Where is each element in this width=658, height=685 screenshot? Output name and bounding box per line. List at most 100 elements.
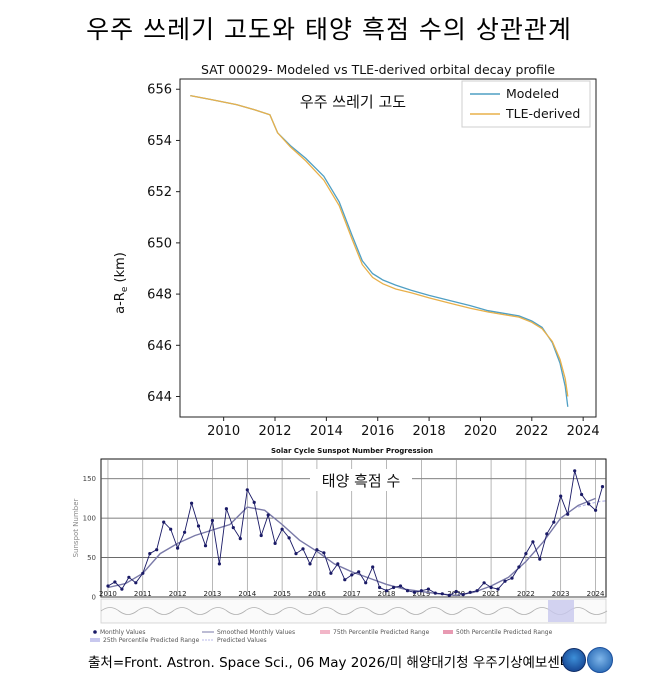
monthly-point xyxy=(496,587,500,591)
monthly-point xyxy=(210,518,214,523)
y-tick-label: 100 xyxy=(83,515,96,523)
monthly-point xyxy=(524,552,528,556)
monthly-point xyxy=(315,548,319,552)
x-tick-label: 2021 xyxy=(482,590,500,598)
monthly-point xyxy=(419,589,423,593)
monthly-point xyxy=(287,536,291,540)
monthly-point xyxy=(475,589,479,593)
monthly-point xyxy=(594,508,598,512)
cycle-strip-wave xyxy=(100,607,608,615)
monthly-point xyxy=(580,492,584,497)
monthly-point xyxy=(503,579,507,583)
monthly-point xyxy=(566,512,570,516)
monthly-point xyxy=(336,562,340,566)
monthly-point xyxy=(183,530,187,534)
x-tick-label: 2017 xyxy=(343,590,361,598)
monthly-point xyxy=(433,591,437,595)
monthly-point xyxy=(587,502,591,506)
x-tick-label: 2012 xyxy=(169,590,187,598)
y-tick-label: 652 xyxy=(147,185,172,200)
monthly-point xyxy=(301,547,305,551)
legend-label-tle: TLE-derived xyxy=(505,106,580,121)
y-tick-label: 0 xyxy=(92,594,96,602)
x-tick-label: 2023 xyxy=(552,590,570,598)
source-caption: 출처=Front. Astron. Space Sci., 06 May 202… xyxy=(88,655,573,671)
monthly-point xyxy=(545,532,549,536)
monthly-point xyxy=(162,520,166,524)
noaa-logo-icon xyxy=(562,648,586,672)
monthly-point xyxy=(155,548,159,552)
page-title: 우주 쓰레기 고도와 태양 흑점 수의 상관관계 xyxy=(86,15,572,44)
chart2-ylabel: Sunspot Number xyxy=(72,498,80,557)
monthly-point xyxy=(169,527,173,531)
chart-annotation: 우주 쓰레기 고도 xyxy=(300,93,406,111)
chart2-title: Solar Cycle Sunspot Number Progression xyxy=(271,447,433,455)
monthly-point xyxy=(426,587,430,591)
legend2-p25: 25th Percentile Predicted Range xyxy=(103,637,200,644)
chart2-annotation-bg xyxy=(310,469,412,491)
monthly-point xyxy=(231,526,235,530)
monthly-point xyxy=(273,541,277,545)
monthly-point xyxy=(343,578,347,582)
monthly-point xyxy=(308,562,312,566)
monthly-point xyxy=(190,501,194,505)
x-tick-label: 2018 xyxy=(378,590,396,598)
monthly-point xyxy=(392,585,396,590)
legend-label-modeled: Modeled xyxy=(506,86,559,101)
cycle-strip-highlight xyxy=(548,600,574,622)
monthly-point xyxy=(538,557,542,561)
monthly-point xyxy=(176,546,180,550)
monthly-point xyxy=(371,565,375,569)
monthly-point xyxy=(238,537,242,541)
monthly-point xyxy=(378,585,382,590)
monthly-point xyxy=(559,494,563,498)
monthly-point xyxy=(489,585,493,590)
x-tick-label: 2022 xyxy=(517,590,535,598)
y-tick-label: 50 xyxy=(87,554,96,562)
monthly-point xyxy=(573,469,577,473)
y-tick-label: 656 xyxy=(147,83,172,98)
monthly-point xyxy=(364,581,368,585)
monthly-point xyxy=(454,589,458,594)
chart-title: SAT 00029- Modeled vs TLE-derived orbita… xyxy=(201,62,555,77)
x-tick-label: 2014 xyxy=(238,590,256,598)
x-tick-label: 2010 xyxy=(99,590,117,598)
monthly-point xyxy=(468,590,472,594)
y-tick-label: 648 xyxy=(147,288,172,303)
monthly-point xyxy=(482,581,486,585)
monthly-point xyxy=(412,590,416,594)
y-tick-label: 150 xyxy=(83,475,96,483)
monthly-point xyxy=(552,520,556,524)
y-tick-label: 650 xyxy=(147,236,172,251)
x-tick-label: 2020 xyxy=(447,590,465,598)
series-predicted-line xyxy=(577,500,607,508)
monthly-point xyxy=(259,533,263,538)
legend2-smoothed: Smoothed Monthly Values xyxy=(217,629,295,636)
monthly-point xyxy=(461,593,465,597)
x-tick-label: 2020 xyxy=(464,424,497,439)
x-tick-label: 2012 xyxy=(258,424,291,439)
series-tle-line xyxy=(190,94,569,397)
monthly-point xyxy=(106,584,110,588)
monthly-point xyxy=(224,507,228,511)
monthly-point xyxy=(531,540,535,544)
chart2-annotation: 태양 흑점 수 xyxy=(322,472,401,490)
x-tick-label: 2016 xyxy=(361,424,394,439)
monthly-point xyxy=(294,552,298,556)
monthly-point xyxy=(329,571,333,575)
x-tick-label: 2015 xyxy=(273,590,291,598)
monthly-point xyxy=(510,576,514,580)
y-tick-label: 654 xyxy=(147,134,172,149)
monthly-point xyxy=(398,584,403,588)
x-tick-label: 2024 xyxy=(567,424,600,439)
y-axis-label: a-Re (km) xyxy=(113,252,130,314)
monthly-point xyxy=(196,524,201,528)
x-tick-label: 2014 xyxy=(310,424,343,439)
cycle-strip xyxy=(100,598,608,624)
monthly-point xyxy=(266,513,270,517)
x-tick-label: 2019 xyxy=(412,590,430,598)
x-tick-label: 2018 xyxy=(413,424,446,439)
monthly-point xyxy=(322,551,326,555)
monthly-point xyxy=(517,565,521,569)
monthly-point xyxy=(447,593,451,597)
